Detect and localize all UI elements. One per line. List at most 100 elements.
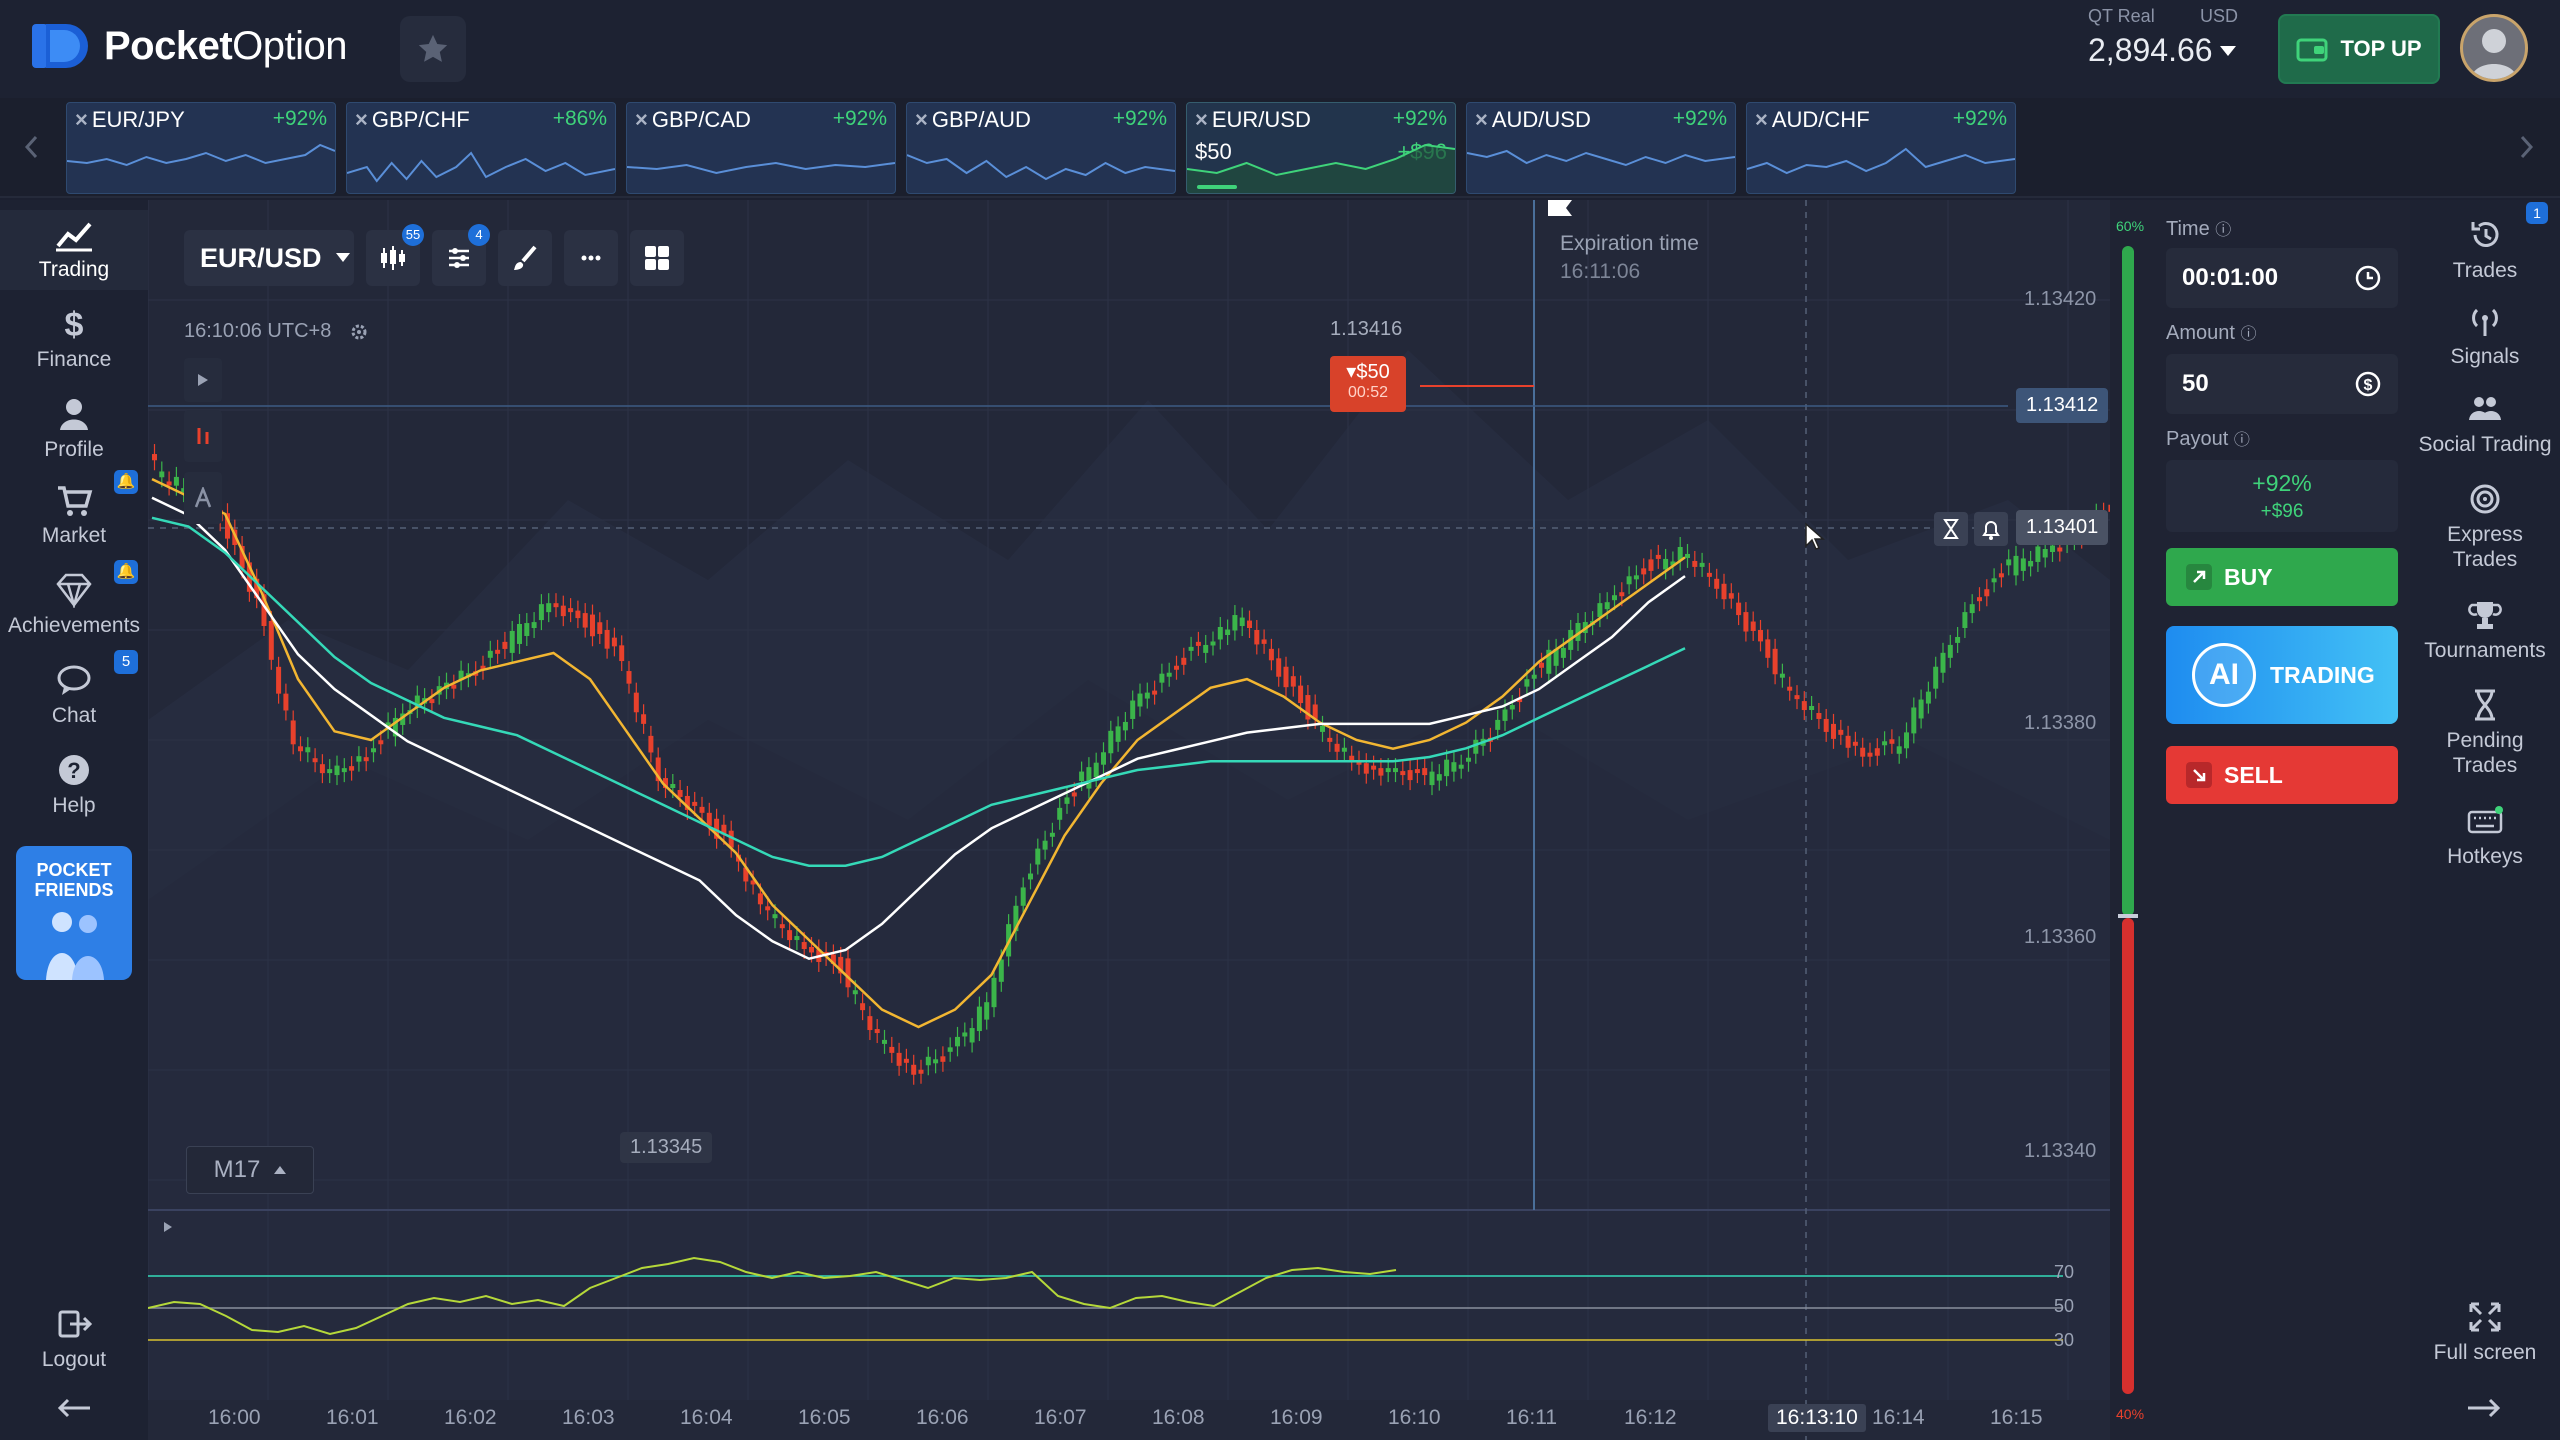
- chevron-right-icon[interactable]: [2516, 134, 2536, 160]
- logo[interactable]: PocketOption: [30, 20, 348, 72]
- antenna-icon: [2472, 308, 2498, 336]
- info-icon[interactable]: ⓘ: [2215, 222, 2232, 239]
- asset-tab-aud-usd[interactable]: AUD/USD +92%: [1466, 102, 1736, 194]
- expand-panel-button[interactable]: [184, 358, 222, 402]
- account-selector[interactable]: QT Real USD 2,894.66: [2080, 4, 2240, 84]
- account-currency: USD: [2200, 6, 2239, 26]
- indicators-button[interactable]: 4: [432, 224, 490, 286]
- candle-body: [1838, 729, 1844, 735]
- asset-selector[interactable]: EUR/USD: [184, 230, 354, 286]
- gear-icon[interactable]: [349, 322, 369, 342]
- nav-trading-label: Trading: [38, 258, 110, 281]
- asset-tab-gbp-cad[interactable]: GBP/CAD +92%: [626, 102, 896, 194]
- nav-finance[interactable]: $ Finance: [0, 300, 148, 380]
- nav-chat-label: Chat: [51, 704, 97, 727]
- asset-tab-payout: +92%: [1112, 107, 1167, 130]
- nav-achievements[interactable]: Achievements 🔔: [0, 560, 148, 646]
- candle-body: [1400, 771, 1406, 776]
- asset-tab-eur-usd[interactable]: EUR/USD +92% $50 +$96: [1186, 102, 1456, 194]
- arrow-right-icon[interactable]: [2466, 1396, 2502, 1420]
- candle-body: [1925, 691, 1931, 704]
- trade-panel: Time ⓘ 00:01:00 Amount ⓘ 50 $ Payout ⓘ +…: [2146, 200, 2410, 1440]
- nav-trades[interactable]: Trades 1: [2410, 202, 2560, 283]
- chart-line-icon: [56, 222, 92, 252]
- trading-chart[interactable]: EUR/USD 55 4 16:10:06 UTC+8: [148, 200, 2110, 1440]
- timer-button[interactable]: [1934, 512, 1968, 546]
- timeframe-selector[interactable]: M17: [186, 1146, 314, 1194]
- nav-signals[interactable]: Signals: [2410, 304, 2560, 369]
- price-alert-button[interactable]: [1974, 512, 2008, 546]
- candle-body: [1327, 737, 1333, 742]
- target-icon: [2470, 484, 2500, 514]
- asset-sparkline: [627, 161, 895, 175]
- info-icon[interactable]: ⓘ: [2240, 326, 2257, 343]
- more-options-button[interactable]: [564, 230, 618, 286]
- sell-button[interactable]: SELL: [2166, 746, 2398, 804]
- candle-body: [334, 765, 340, 776]
- pocket-option-logo-icon: [32, 24, 88, 68]
- sliders-icon: [449, 248, 469, 268]
- nav-express-trades[interactable]: Express Trades: [2410, 482, 2560, 572]
- sell-sentiment-pct: 40%: [2116, 1406, 2145, 1422]
- drawing-tools-button[interactable]: [498, 230, 552, 286]
- nav-trading[interactable]: Trading: [0, 210, 148, 290]
- nav-hotkeys[interactable]: Hotkeys: [2410, 804, 2560, 869]
- nav-fullscreen[interactable]: Full screen: [2410, 1300, 2560, 1365]
- logout-icon: [58, 1310, 93, 1338]
- asset-tab-gbp-aud[interactable]: GBP/AUD +92%: [906, 102, 1176, 194]
- candle-body: [276, 666, 282, 694]
- top-up-button[interactable]: TOP UP: [2278, 14, 2440, 84]
- play-icon: [198, 374, 208, 386]
- chevron-left-icon[interactable]: [22, 134, 42, 160]
- candle-body: [305, 747, 311, 753]
- time-input[interactable]: 00:01:00: [2166, 248, 2398, 308]
- pocket-friends-card[interactable]: POCKET FRIENDS: [16, 846, 132, 980]
- nav-market[interactable]: Market 🔔: [0, 470, 148, 556]
- text-tool-button[interactable]: [184, 472, 222, 524]
- candle-body: [947, 1047, 953, 1052]
- info-icon[interactable]: ⓘ: [2233, 432, 2250, 449]
- candle-body: [531, 622, 537, 629]
- candle-body: [1867, 752, 1873, 757]
- sentiment-divider: [2118, 914, 2138, 918]
- candle-body: [1531, 674, 1537, 679]
- time-label: Time ⓘ: [2166, 218, 2232, 240]
- candle-body: [969, 1028, 975, 1043]
- buy-button[interactable]: BUY: [2166, 548, 2398, 606]
- x-tick: 16:04: [680, 1406, 733, 1429]
- nav-profile[interactable]: Profile: [0, 390, 148, 470]
- candle-body: [1539, 662, 1544, 668]
- clock-icon[interactable]: [2354, 264, 2382, 292]
- asset-tab-gbp-chf[interactable]: GBP/CHF +86%: [346, 102, 616, 194]
- open-trade-marker[interactable]: ▾$50 00:52: [1330, 356, 1406, 412]
- candlestick-chart[interactable]: [148, 200, 2110, 1440]
- asset-tab-eur-jpy[interactable]: EUR/JPY +92%: [66, 102, 336, 194]
- avatar[interactable]: [2460, 14, 2528, 82]
- layout-grid-button[interactable]: [630, 230, 684, 286]
- user-icon: [60, 399, 88, 430]
- nav-social-trading[interactable]: Social Trading: [2410, 392, 2560, 457]
- favorites-button[interactable]: [400, 16, 466, 82]
- candle-body: [414, 695, 420, 709]
- nav-help[interactable]: ? Help: [0, 746, 148, 826]
- candle-body: [1042, 840, 1048, 850]
- signals-toggle-button[interactable]: [184, 410, 222, 462]
- dollar-circle-icon[interactable]: $: [2354, 370, 2382, 398]
- candle-body: [1823, 718, 1829, 732]
- ai-trading-button[interactable]: AI TRADING: [2166, 626, 2398, 724]
- candle-body: [568, 608, 574, 613]
- nav-tournaments[interactable]: Tournaments: [2410, 598, 2560, 663]
- candle-body: [524, 623, 530, 636]
- candle-body: [1882, 741, 1888, 746]
- nav-pending-trades[interactable]: Pending Trades: [2410, 688, 2560, 778]
- amount-input[interactable]: 50 $: [2166, 354, 2398, 414]
- asset-tab-aud-chf[interactable]: AUD/CHF +92%: [1746, 102, 2016, 194]
- expand-oscillator-icon[interactable]: [162, 1220, 174, 1234]
- candle-body: [517, 624, 522, 644]
- nav-chat[interactable]: Chat 5: [0, 650, 148, 736]
- nav-logout[interactable]: Logout: [0, 1300, 148, 1380]
- candle-body: [1188, 646, 1194, 651]
- candle-body: [1334, 743, 1340, 752]
- chart-type-button[interactable]: 55: [366, 224, 424, 286]
- arrow-left-icon[interactable]: [56, 1396, 92, 1420]
